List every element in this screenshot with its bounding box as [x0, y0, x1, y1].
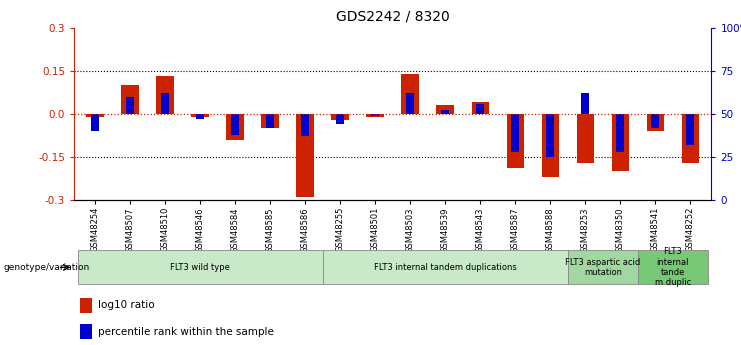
Bar — [638, 250, 708, 284]
Bar — [367, 114, 384, 117]
Bar — [81, 324, 92, 339]
Bar — [651, 114, 659, 128]
Bar — [576, 114, 594, 163]
Bar — [191, 114, 209, 117]
Text: FLT3
internal
tande
m duplic: FLT3 internal tande m duplic — [655, 247, 691, 287]
Bar — [81, 297, 92, 313]
Bar — [122, 85, 139, 114]
Bar — [156, 77, 174, 114]
Bar — [262, 114, 279, 128]
Bar — [296, 114, 314, 197]
Bar — [227, 114, 244, 140]
Bar — [126, 97, 134, 114]
Bar — [442, 110, 449, 114]
Bar — [322, 250, 568, 284]
Bar — [406, 93, 414, 114]
Bar — [546, 114, 554, 157]
Bar — [568, 250, 638, 284]
Text: log10 ratio: log10 ratio — [99, 300, 155, 310]
Text: percentile rank within the sample: percentile rank within the sample — [99, 327, 274, 337]
Bar — [647, 114, 664, 131]
Bar — [78, 250, 322, 284]
Bar — [336, 114, 344, 124]
Bar — [436, 105, 454, 114]
Text: genotype/variation: genotype/variation — [4, 263, 90, 272]
Bar — [686, 114, 694, 145]
Bar — [91, 114, 99, 131]
Text: FLT3 internal tandem duplications: FLT3 internal tandem duplications — [374, 263, 516, 272]
Text: FLT3 aspartic acid
mutation: FLT3 aspartic acid mutation — [565, 258, 640, 277]
Bar — [162, 93, 169, 114]
Bar — [231, 114, 239, 135]
Bar — [476, 104, 484, 114]
Bar — [511, 114, 519, 152]
Bar — [542, 114, 559, 177]
Bar — [87, 114, 104, 117]
Bar — [302, 114, 309, 136]
Bar — [402, 73, 419, 114]
Bar — [371, 114, 379, 116]
Bar — [582, 93, 589, 114]
Bar — [507, 114, 524, 168]
Bar — [196, 114, 204, 119]
Text: FLT3 wild type: FLT3 wild type — [170, 263, 230, 272]
Bar — [682, 114, 699, 163]
Bar — [266, 114, 274, 128]
Title: GDS2242 / 8320: GDS2242 / 8320 — [336, 10, 450, 24]
Bar — [331, 114, 349, 120]
Bar — [617, 114, 624, 152]
Bar — [471, 102, 489, 114]
Bar — [611, 114, 629, 171]
